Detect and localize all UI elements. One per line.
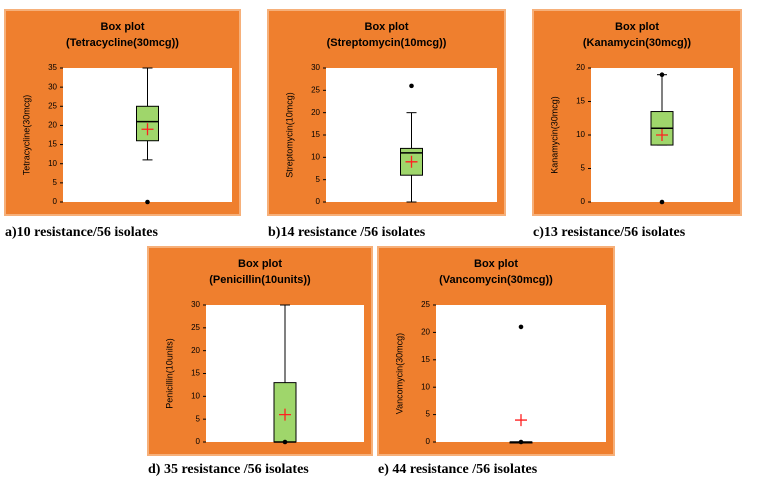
y-tick-label: 5 — [53, 178, 58, 187]
y-tick-label: 5 — [316, 175, 321, 184]
y-tick-label: 10 — [48, 159, 57, 168]
y-tick-label: 10 — [311, 152, 320, 161]
outlier — [409, 83, 414, 89]
y-tick-label: 0 — [426, 437, 431, 446]
y-tick-label: 0 — [581, 197, 586, 206]
y-tick-label: 15 — [311, 130, 320, 139]
outlier — [282, 439, 288, 445]
y-tick-label: 10 — [576, 130, 585, 139]
y-tick-label: 15 — [576, 97, 585, 106]
y-tick-label: 15 — [191, 369, 200, 378]
y-tick-label: 30 — [48, 82, 57, 91]
y-tick-label: 20 — [48, 121, 57, 130]
chart-subtitle: (Tetracycline(30mcg)) — [66, 37, 179, 49]
y-tick-label: 20 — [421, 328, 430, 337]
outlier — [518, 439, 524, 445]
y-axis-label: Vancomycin(30mcg) — [394, 333, 404, 414]
chart-title: Box plot — [101, 21, 145, 33]
mean-marker — [141, 123, 154, 136]
chart-title: Box plot — [365, 21, 409, 33]
y-axis-label: Penicillin(10units) — [164, 338, 174, 409]
caption: a)10 resistance/56 isolates — [5, 225, 158, 240]
mean-marker — [405, 155, 418, 168]
y-tick-label: 15 — [421, 355, 430, 364]
chart-subtitle: (Vancomycin(30mcg)) — [439, 274, 553, 286]
caption: c)13 resistance/56 isolates — [533, 225, 686, 240]
outlier — [659, 199, 665, 205]
chart-title: Box plot — [474, 258, 518, 270]
y-tick-label: 25 — [48, 101, 57, 110]
y-tick-label: 20 — [311, 108, 320, 117]
y-tick-label: 5 — [581, 164, 586, 173]
chart-subtitle: (Kanamycin(30mcg)) — [583, 37, 692, 49]
y-tick-label: 5 — [426, 410, 431, 419]
mean-marker — [515, 414, 527, 427]
y-axis-label: Tetracycline(30mcg) — [21, 95, 31, 176]
y-tick-label: 30 — [191, 300, 200, 309]
y-tick-label: 20 — [191, 346, 200, 355]
y-tick-label: 30 — [311, 63, 320, 72]
mean-marker — [279, 408, 291, 421]
caption: d) 35 resistance /56 isolates — [148, 462, 309, 477]
caption: e) 44 resistance /56 isolates — [378, 462, 538, 477]
y-tick-label: 20 — [576, 63, 585, 72]
y-tick-label: 35 — [48, 63, 57, 72]
y-tick-label: 25 — [421, 300, 430, 309]
chart-title: Box plot — [615, 21, 659, 33]
chart-subtitle: (Penicillin(10units)) — [209, 274, 311, 286]
y-tick-label: 5 — [196, 414, 201, 423]
y-tick-label: 10 — [421, 382, 430, 391]
y-axis-label: Kanamycin(30mcg) — [549, 96, 559, 174]
y-axis-label: Streptomycin(10mcg) — [284, 92, 294, 178]
y-tick-label: 15 — [48, 140, 57, 149]
mean-marker — [656, 129, 668, 141]
outlier — [659, 72, 665, 77]
y-tick-label: 10 — [191, 391, 200, 400]
chart-title: Box plot — [238, 258, 282, 270]
y-tick-label: 25 — [311, 85, 320, 94]
chart-subtitle: (Streptomycin(10mcg)) — [327, 37, 447, 49]
y-tick-label: 0 — [53, 197, 58, 206]
outlier — [145, 199, 150, 205]
y-tick-label: 0 — [196, 437, 201, 446]
caption: b)14 resistance /56 isolates — [268, 225, 426, 240]
y-tick-label: 0 — [316, 197, 321, 206]
outlier — [518, 324, 524, 330]
y-tick-label: 25 — [191, 323, 200, 332]
